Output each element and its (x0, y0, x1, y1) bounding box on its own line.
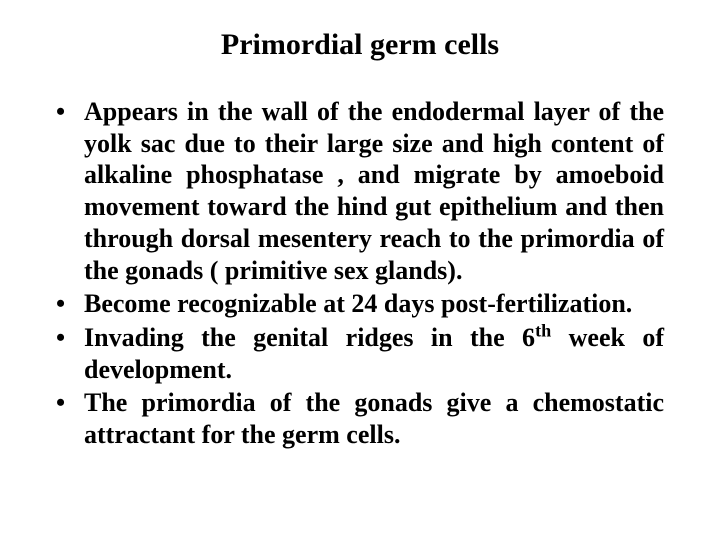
bullet-item: Invading the genital ridges in the 6th w… (56, 322, 664, 385)
bullet-text: The primordia of the gonads give a chemo… (84, 388, 664, 449)
bullet-list: Appears in the wall of the endodermal la… (56, 96, 664, 451)
bullet-text-pre: Invading the genital ridges in the 6 (84, 323, 535, 352)
bullet-item: Become recognizable at 24 days post-fert… (56, 288, 664, 320)
bullet-item: Appears in the wall of the endodermal la… (56, 96, 664, 286)
bullet-item: The primordia of the gonads give a chemo… (56, 387, 664, 450)
bullet-text: Appears in the wall of the endodermal la… (84, 97, 664, 285)
slide: Primordial germ cells Appears in the wal… (0, 0, 720, 540)
bullet-sup: th (535, 320, 551, 340)
slide-title: Primordial germ cells (56, 28, 664, 62)
bullet-text: Become recognizable at 24 days post-fert… (84, 289, 632, 318)
